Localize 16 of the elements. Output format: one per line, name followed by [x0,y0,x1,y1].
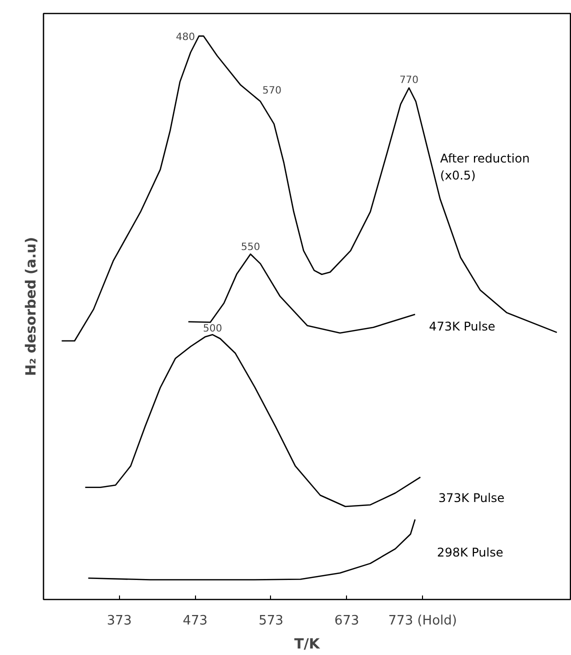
x-tick-label: 573 [258,614,284,628]
x-tick-label: 373 [106,614,132,628]
series-label: 373K Pulse [438,491,505,506]
x-axis-title: T/K [294,636,321,652]
x-tick-label: 473 [182,614,208,628]
x-tick-label: 673 [334,614,360,628]
annotation: 550 [240,242,260,254]
y-axis-title: H₂ desorbed (a.u) [24,236,40,376]
annotation: 770 [399,74,419,86]
series-label: After reduction (x0.5) [440,152,530,182]
annotation: 500 [203,324,222,335]
annotation: 570 [262,85,282,96]
annotation: 480 [176,32,195,44]
x-tick-label: 773 (Hold) [388,614,457,628]
series-label: 473K Pulse [429,319,496,334]
text: 298K Pulse [437,545,504,560]
